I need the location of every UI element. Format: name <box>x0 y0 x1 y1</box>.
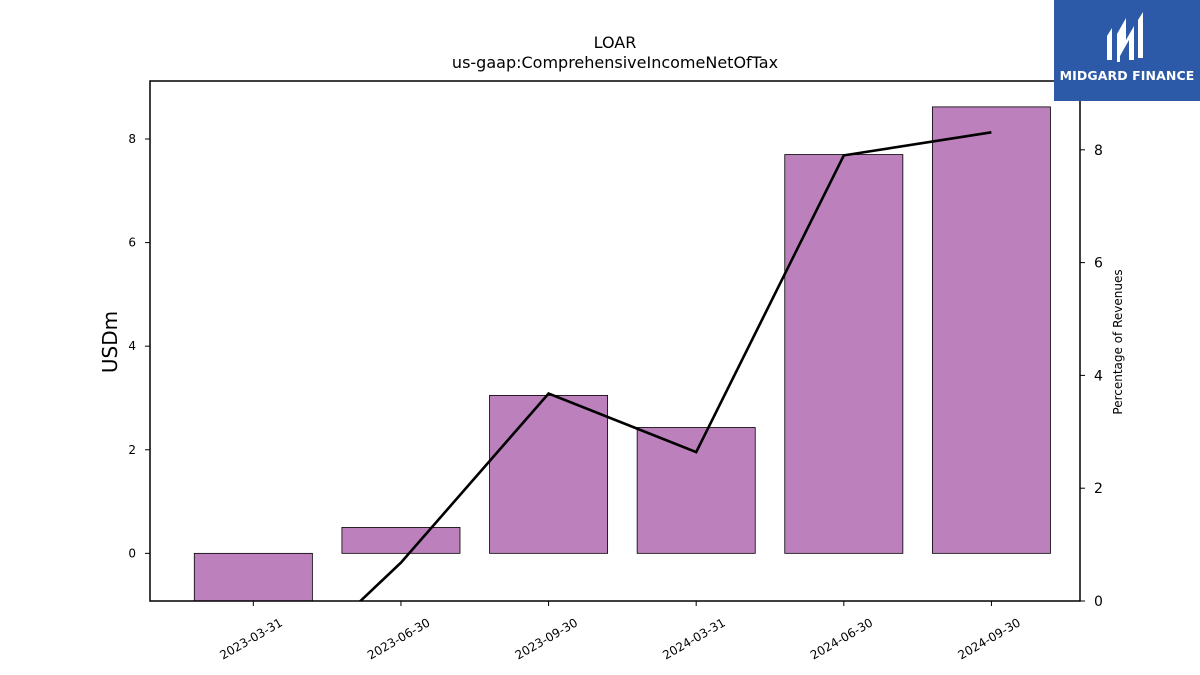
y-tick-label-right: 0 <box>1094 594 1103 610</box>
bar <box>784 154 904 554</box>
y-tick-label-left: 0 <box>128 546 136 560</box>
y-tick-label-right: 6 <box>1094 256 1103 272</box>
brand-logo: MIDGARD FINANCE <box>1054 0 1200 101</box>
bar <box>931 106 1051 554</box>
bar <box>341 527 461 554</box>
x-tick-label: 2023-03-31 <box>217 615 284 662</box>
brand-name: MIDGARD FINANCE <box>1059 68 1195 83</box>
chart-subtitle: us-gaap:ComprehensiveIncomeNetOfTax <box>452 53 778 72</box>
y-tick-label-left: 6 <box>128 236 136 250</box>
y-tick-label-left: 4 <box>128 339 136 353</box>
y-tick-label-right: 4 <box>1094 368 1103 384</box>
y-tick-label-left: 2 <box>128 443 136 457</box>
bar <box>636 427 756 554</box>
y-tick-label-right: 2 <box>1094 481 1103 497</box>
y-tick-label-right: 8 <box>1094 143 1103 159</box>
x-tick-label: 2023-06-30 <box>365 615 432 662</box>
y-tick-label-left: 8 <box>128 132 136 146</box>
midgard-m-logo-icon <box>1107 12 1143 62</box>
plot-frame <box>149 80 1081 602</box>
x-tick-label: 2023-09-30 <box>513 615 580 662</box>
line-series <box>358 131 992 601</box>
x-tick-label: 2024-09-30 <box>956 615 1023 662</box>
y-axis-label-left: USDm <box>98 311 122 373</box>
bar <box>489 394 609 554</box>
bar <box>193 552 313 602</box>
x-tick-label: 2024-06-30 <box>808 615 875 662</box>
y-axis-label-right: Percentage of Revenues <box>1111 269 1125 414</box>
x-tick-label: 2024-03-31 <box>660 615 727 662</box>
chart-title: LOAR <box>594 33 637 52</box>
